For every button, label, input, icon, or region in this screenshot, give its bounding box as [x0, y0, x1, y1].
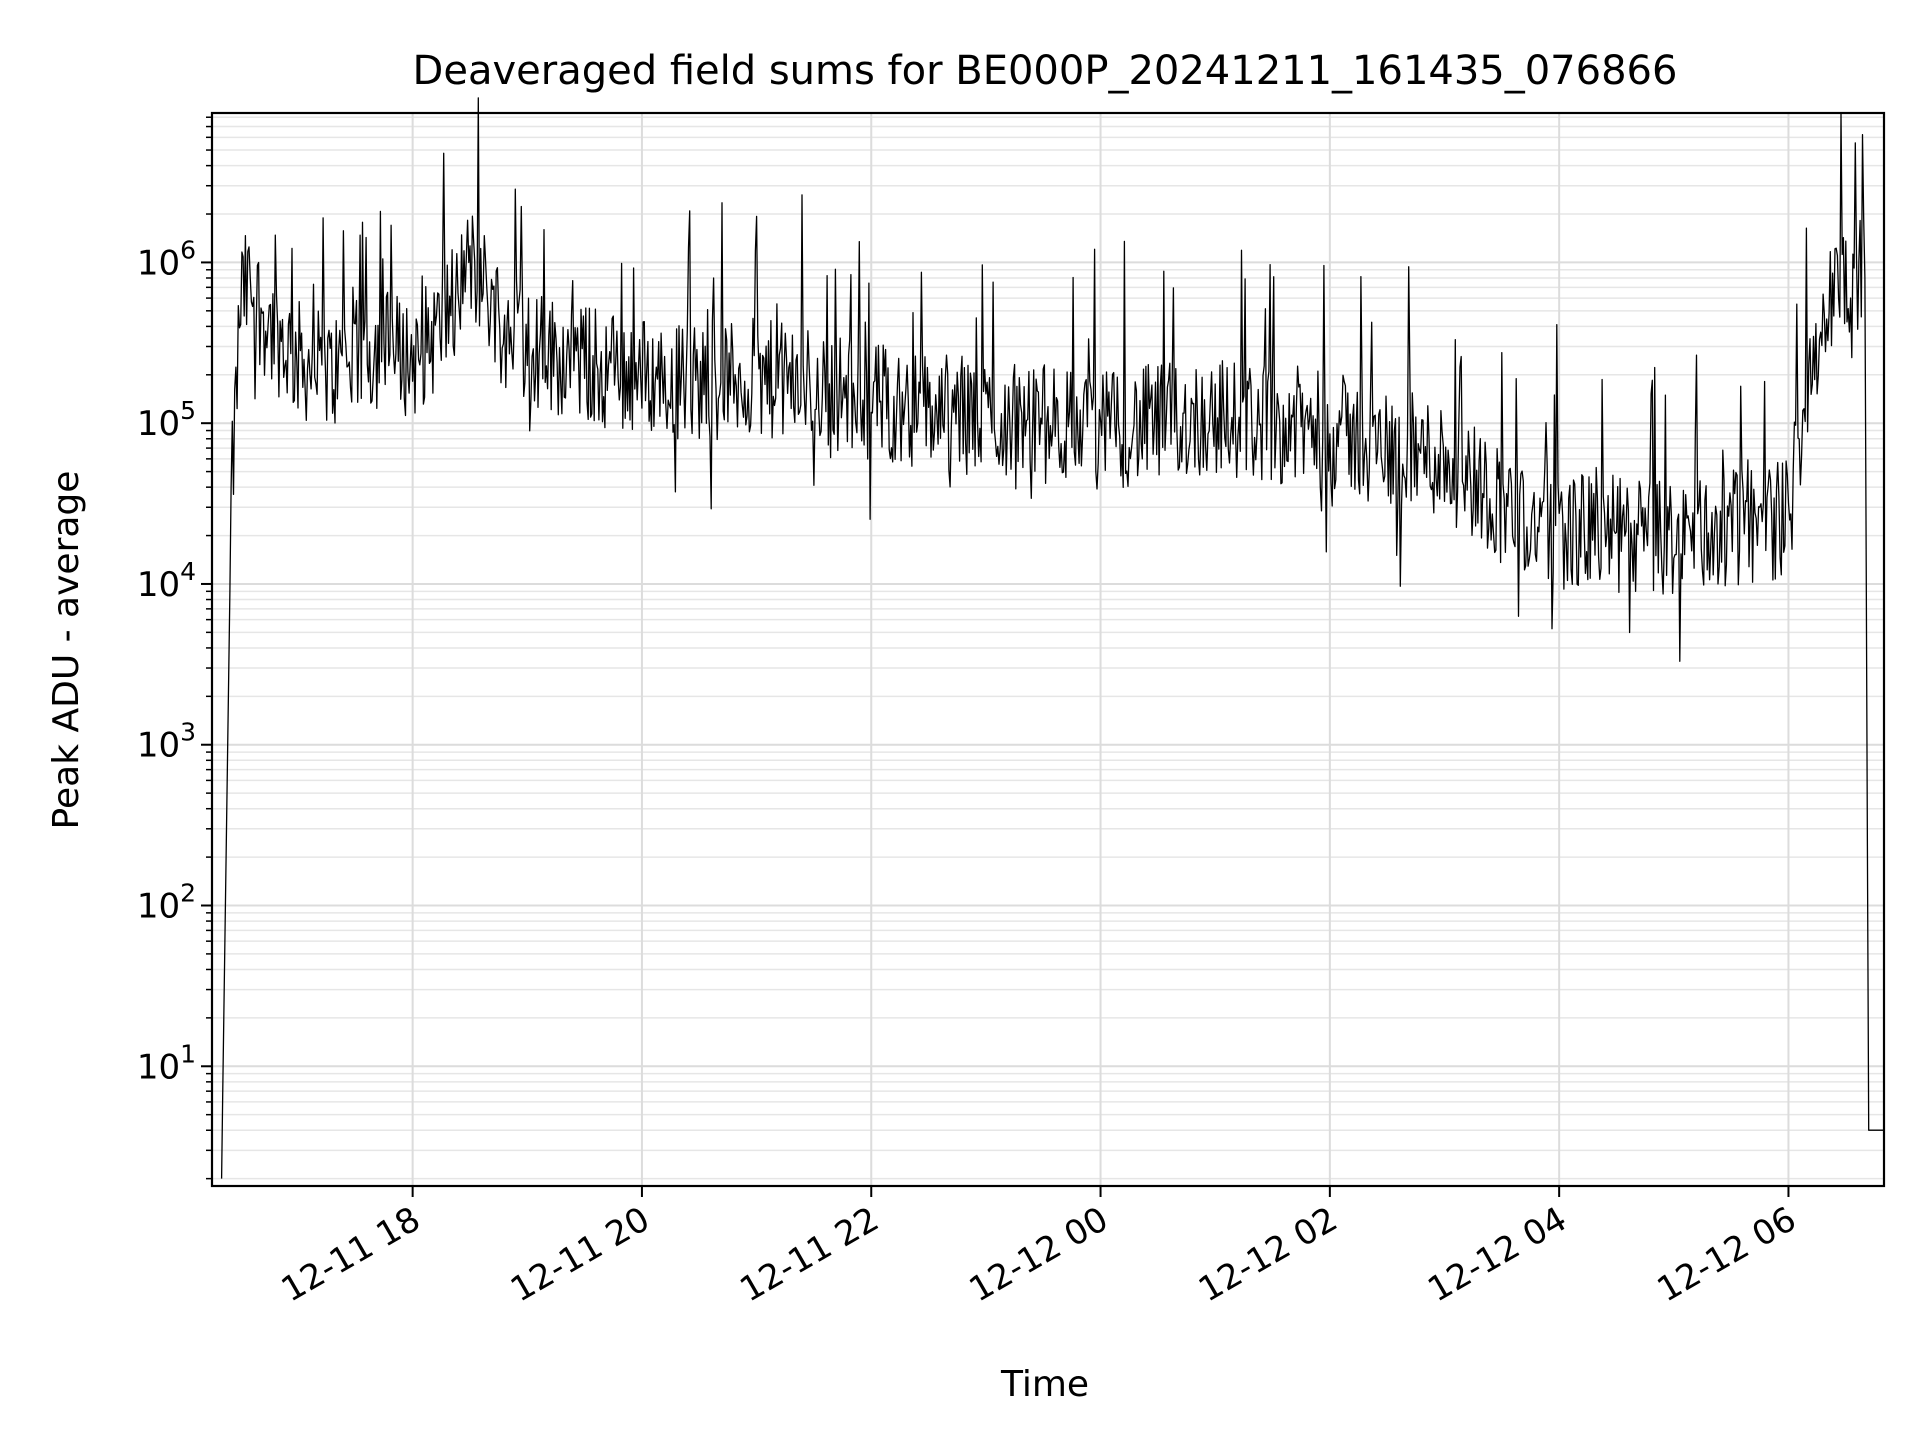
plot-area	[220, 97, 1884, 1179]
grid	[212, 113, 1884, 1186]
y-axis: 101 102 103 104 105 106	[137, 116, 212, 1180]
x-axis-label: Time	[1000, 1364, 1089, 1405]
y-tick-label: 101	[137, 1039, 196, 1087]
axes-frame	[210, 111, 1886, 1188]
series-line	[220, 97, 1884, 1179]
y-tick-label: 106	[137, 235, 196, 283]
y-axis-label: Peak ADU - average	[46, 471, 87, 830]
y-tick-label: 103	[137, 718, 196, 766]
y-tick-label: 105	[137, 396, 196, 444]
chart-title: Deaveraged field sums for BE000P_2024121…	[413, 48, 1678, 94]
y-tick-label: 102	[137, 879, 196, 927]
y-tick-label: 104	[137, 557, 196, 605]
